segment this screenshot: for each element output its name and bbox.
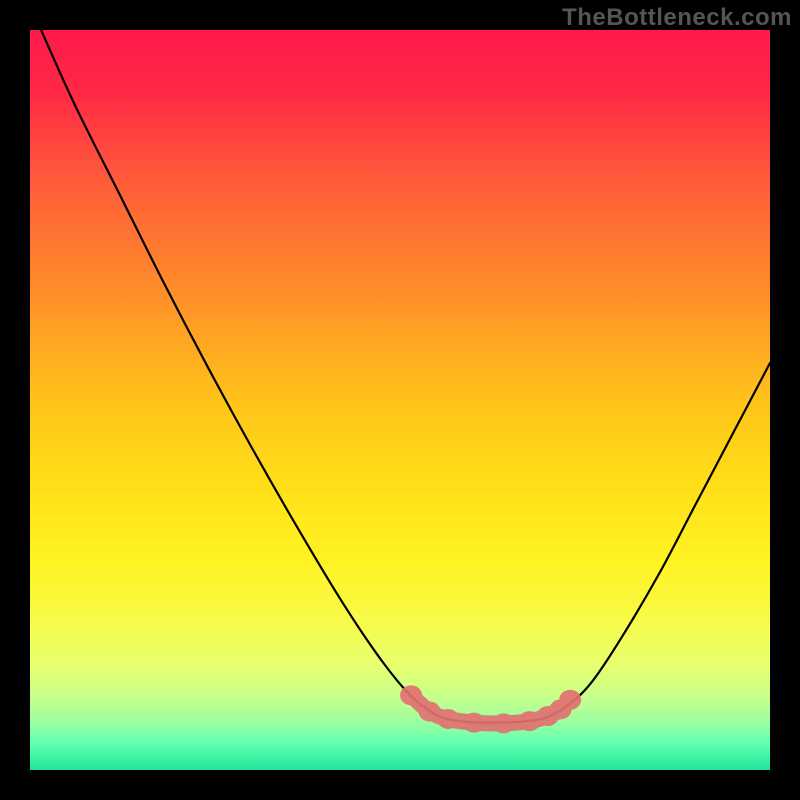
trough-lobe — [559, 690, 581, 710]
chart-stage: TheBottleneck.com — [0, 0, 800, 800]
bottleneck-chart — [0, 0, 800, 800]
trough-lobe — [463, 713, 485, 733]
trough-lobe — [400, 685, 422, 705]
watermark-text: TheBottleneck.com — [562, 4, 792, 32]
plot-gradient — [30, 30, 770, 770]
trough-lobe — [493, 713, 515, 733]
trough-lobe — [437, 709, 459, 729]
